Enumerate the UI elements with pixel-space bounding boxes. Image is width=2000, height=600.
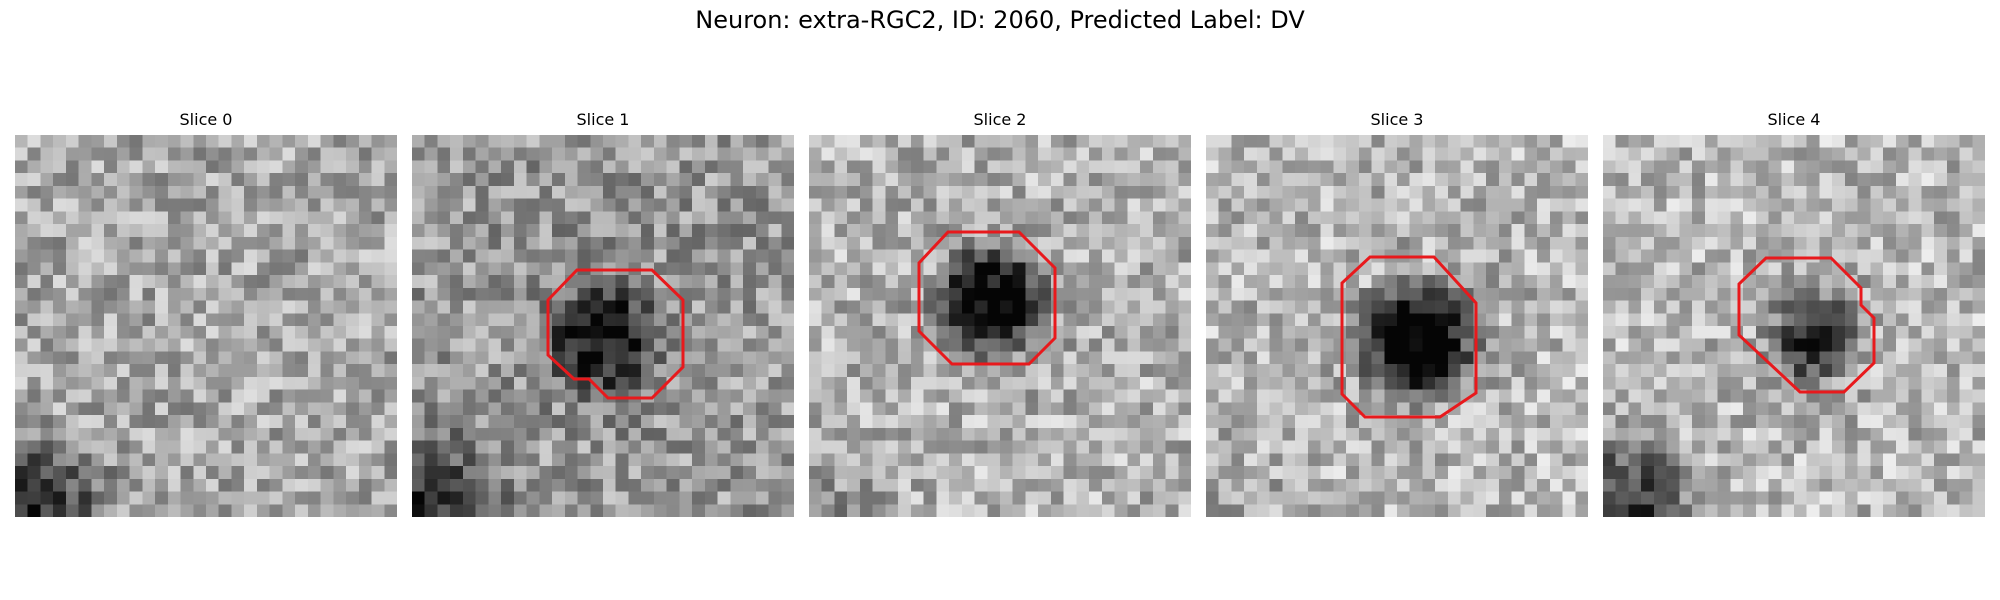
slice-title-3: Slice 3	[1370, 110, 1424, 129]
slice-image-3	[1206, 135, 1588, 517]
contour-outline	[1737, 256, 1876, 394]
slice-title-0: Slice 0	[179, 110, 233, 129]
slice-contour-1	[546, 268, 685, 400]
slice-panel-4	[1603, 135, 1985, 517]
slice-panel-2	[809, 135, 1191, 517]
slice-image-2	[809, 135, 1191, 517]
contour-outline	[546, 268, 685, 400]
slice-image-1	[412, 135, 794, 517]
slice-panel-1	[412, 135, 794, 517]
figure-title: Neuron: extra-RGC2, ID: 2060, Predicted …	[695, 6, 1305, 34]
slice-panel-0	[15, 135, 397, 517]
slice-title-4: Slice 4	[1767, 110, 1821, 129]
contour-outline	[1340, 255, 1478, 419]
slice-contour-2	[917, 230, 1057, 366]
slice-contour-3	[1340, 255, 1478, 419]
slice-image-4	[1603, 135, 1985, 517]
slice-contour-4	[1737, 256, 1876, 394]
slice-title-2: Slice 2	[973, 110, 1027, 129]
contour-outline	[917, 230, 1057, 366]
slice-image-0	[15, 135, 397, 517]
slice-title-1: Slice 1	[576, 110, 630, 129]
slice-panel-3	[1206, 135, 1588, 517]
